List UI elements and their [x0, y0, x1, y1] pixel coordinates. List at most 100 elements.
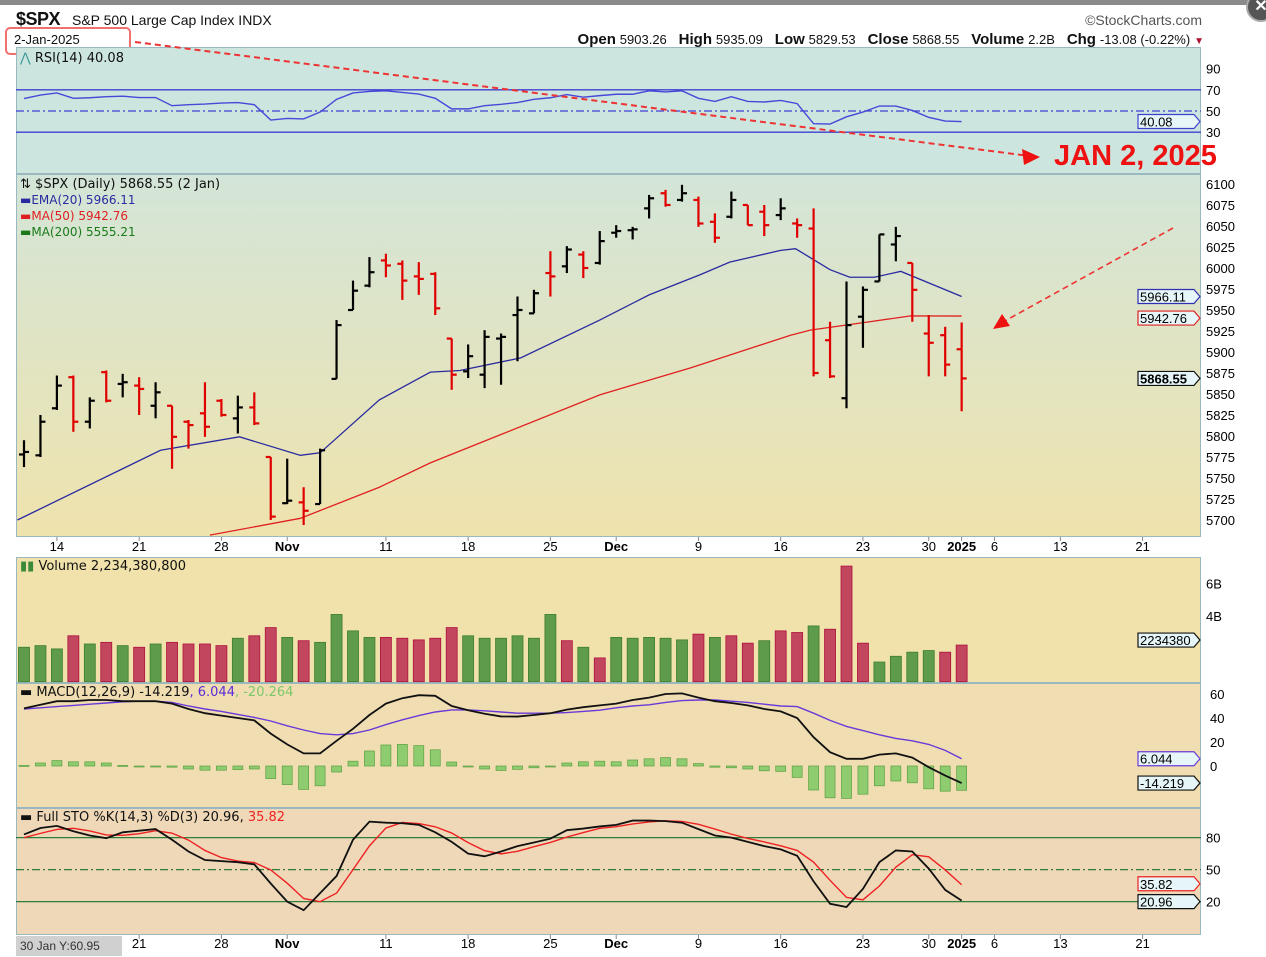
macd-signal-line [23, 699, 962, 760]
macd-histogram-bar [331, 765, 342, 773]
sto-k-value-tag: 20.96 [1137, 894, 1201, 910]
ohlc-bar [315, 448, 326, 506]
macd-legend: ▬ MACD(12,26,9) -14.219, 6.044, -20.264 [20, 685, 294, 700]
volume-bar [873, 661, 886, 683]
ohlc-bar [841, 281, 852, 409]
chart-date: 2-Jan-2025 [14, 32, 80, 47]
ohlc-bar [512, 296, 523, 362]
sto-d-value-tag-box [1137, 876, 1201, 892]
ohlc-bar [792, 218, 803, 238]
ohlc-bar [644, 194, 655, 219]
ohlc-bar [134, 377, 145, 415]
ohlc-bar [923, 315, 934, 377]
ohlc-bar [594, 231, 605, 265]
ohlc-bar [775, 198, 786, 221]
volume-panel[interactable] [16, 557, 1201, 683]
macd-histogram-bar [758, 765, 770, 772]
macd-histogram-bar [643, 758, 655, 767]
macd-histogram-bar [51, 760, 63, 767]
ma200-legend-text: MA(200) 5555.21 [31, 225, 136, 239]
macd-histogram-bar [742, 765, 754, 770]
close-button[interactable]: ✕ [1246, 0, 1266, 22]
ohlc-bar [117, 373, 128, 398]
macd-histogram-bar [183, 765, 194, 770]
macd-histogram-bar [462, 765, 474, 768]
ma50-value-tag: 5942.76 [1137, 310, 1201, 326]
ema20-value-tag-text: 5966.11 [1140, 289, 1186, 304]
ohlc-bar [35, 415, 46, 457]
macd-histogram-bar [857, 765, 869, 795]
macd-histogram-bar [577, 761, 589, 767]
volume-bar [774, 630, 787, 683]
macd-histogram-bar [676, 758, 688, 767]
sto-d-value: 35.82 [247, 810, 286, 825]
ma50-value-tag-text: 5942.76 [1140, 311, 1187, 326]
volume-bar [379, 637, 392, 683]
ohlc-bar [68, 375, 79, 432]
ma50-legend: ▬MA(50) 5942.76 [20, 209, 128, 223]
x-tick-label-bottom: 21 [1135, 936, 1149, 951]
volume-bar [51, 648, 63, 683]
annotation-arrowhead-icon [1022, 149, 1040, 165]
price-tick-label: 5975 [1206, 282, 1235, 297]
macd-tick-label: 0 [1210, 759, 1217, 774]
volume-bar [83, 643, 96, 683]
ema20-line [17, 248, 962, 521]
volume-bar [149, 643, 162, 683]
macd-histogram-bar [512, 765, 523, 770]
volume-bar [199, 643, 211, 683]
price-legend: ⇅ $SPX (Daily) 5868.55 (2 Jan) ▬EMA(20) … [20, 177, 220, 240]
rsi-tick-label: 30 [1206, 125, 1220, 140]
volume-value-tag-text: 2234380 [1140, 633, 1191, 648]
volume-bar [478, 637, 491, 683]
macd-histogram-bar [166, 765, 178, 768]
rsi-line [23, 90, 962, 125]
ohlc-bar [742, 203, 753, 227]
x-axis-bottom-bg [0, 935, 1266, 957]
volume-bar [215, 645, 228, 683]
ema20-value-tag-box [1137, 288, 1201, 305]
ema20-legend: ▬EMA(20) 5966.11 [20, 193, 136, 207]
volume-bar [347, 630, 359, 683]
ohlc-bar [956, 322, 967, 412]
sto-tick-label: 20 [1206, 895, 1220, 910]
macd-histogram-bar [281, 765, 293, 785]
rsi-value-tag: 40.08 [1137, 113, 1201, 130]
x-tick-label-bottom: 18 [461, 936, 475, 951]
sto-d-value-tag: 35.82 [1137, 876, 1201, 892]
x-tick-label: 16 [773, 539, 787, 554]
rsi-tick-label: 90 [1206, 62, 1220, 77]
macd-histogram-bar [906, 765, 918, 784]
volume-bar [363, 637, 376, 683]
ohlc-bar [232, 395, 243, 434]
macd-title: MACD(12,26,9) [36, 685, 136, 700]
volume-bar [824, 628, 836, 683]
ma50-value-tag-box [1137, 310, 1201, 326]
symbol-name: S&P 500 Large Cap Index INDX [72, 12, 272, 28]
volume-bar [577, 646, 590, 683]
macd-histogram-bar [232, 765, 244, 770]
x-tick-label: 14 [50, 539, 64, 554]
macd-histogram-bar [380, 744, 392, 767]
ohlc-bar [348, 280, 358, 312]
volume-bar [133, 646, 146, 683]
macd-histogram-bar [561, 762, 573, 767]
ohlc-bar [364, 257, 375, 288]
price-panel[interactable] [16, 174, 1201, 537]
copyright[interactable]: ©StockCharts.com [1085, 12, 1202, 28]
ohlc-bar [167, 404, 178, 469]
ohlc-bar [413, 262, 424, 295]
price-tick-label: 5900 [1206, 345, 1235, 360]
volume-bar [955, 644, 968, 683]
down-triangle-icon: ▼ [1194, 36, 1204, 47]
macd-line [23, 692, 963, 784]
ma50-line [209, 315, 962, 536]
volume-bar [560, 640, 573, 683]
stochastic-panel[interactable] [16, 808, 1201, 935]
volume-bar [396, 637, 409, 683]
macd-tick-label: 20 [1210, 735, 1224, 750]
volume-bar [939, 651, 952, 683]
ohlc-bar [84, 397, 95, 429]
volume-bar [231, 637, 244, 683]
volume-bar [264, 627, 277, 683]
